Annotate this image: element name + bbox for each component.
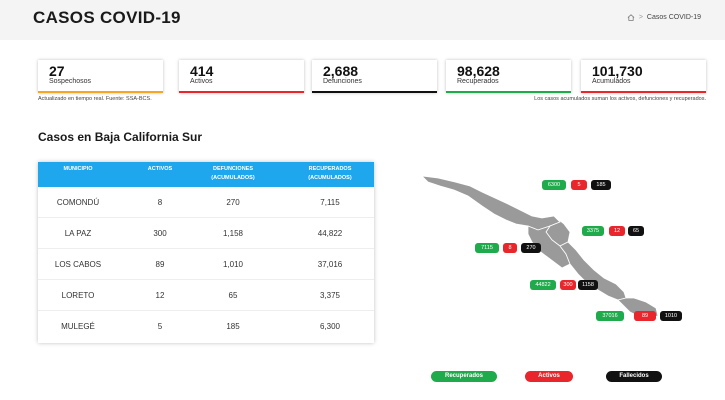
accumulated-note: Los casos acumulados suman los activos, … xyxy=(534,96,706,102)
badge-deaths-mulege: 185 xyxy=(591,180,611,190)
cell-recuperados: 6,300 xyxy=(319,322,341,331)
badge-active-lapaz: 300 xyxy=(560,280,576,290)
bcs-map: 6300 5 185 3375 12 65 7115 8 270 44822 3… xyxy=(420,170,690,330)
cell-activos: 8 xyxy=(157,198,163,207)
cell-recuperados: 7,115 xyxy=(320,198,340,207)
cell-activos: 5 xyxy=(157,322,163,331)
stat-accent-bar xyxy=(446,91,571,93)
cell-activos: 300 xyxy=(153,229,167,238)
cell-defunciones: 1,158 xyxy=(222,229,244,238)
cell-defunciones: 1,010 xyxy=(222,260,244,269)
stat-accent-bar xyxy=(581,91,706,93)
stat-value: 2,688 xyxy=(323,63,359,79)
badge-recovered-loscabos: 37016 xyxy=(596,311,624,321)
cell-recuperados: 3,375 xyxy=(319,291,341,300)
stat-accent-bar xyxy=(179,91,304,93)
home-icon[interactable] xyxy=(627,14,635,21)
cell-municipio: COMONDÚ xyxy=(56,198,100,207)
badge-deaths-loscabos: 1010 xyxy=(660,311,682,321)
breadcrumb-current: Casos COVID-19 xyxy=(646,14,701,21)
cell-activos: 12 xyxy=(155,291,165,300)
badge-recovered-mulege: 6300 xyxy=(542,180,566,190)
map-region-mulege[interactable] xyxy=(420,175,561,231)
legend-recovered[interactable]: Recuperados xyxy=(431,371,497,382)
cell-activos: 89 xyxy=(155,260,165,269)
stat-card-suspected: 27 Sospechosos xyxy=(38,60,163,93)
cell-municipio: LORETO xyxy=(61,291,95,300)
badge-deaths-lapaz: 1158 xyxy=(578,280,598,290)
stat-label: Defunciones xyxy=(323,78,362,85)
column-header-defunciones-sub: (ACUMULADOS) xyxy=(211,175,255,181)
table-row: LOS CABOS 89 1,010 37,016 xyxy=(38,249,374,280)
badge-active-mulege: 5 xyxy=(571,180,587,190)
update-note: Actualizado en tiempo real. Fuente: SSA-… xyxy=(38,96,152,102)
badge-deaths-loreto: 65 xyxy=(628,226,644,236)
stat-accent-bar xyxy=(38,91,163,93)
badge-recovered-loreto: 3375 xyxy=(582,226,604,236)
stat-card-active: 414 Activos xyxy=(179,60,304,93)
badge-recovered-comondu: 7115 xyxy=(475,243,499,253)
column-header-recuperados-sub: (ACUMULADOS) xyxy=(308,175,352,181)
column-header-municipio: MUNICIPIO xyxy=(63,166,93,172)
badge-recovered-lapaz: 44822 xyxy=(530,280,556,290)
badge-active-loscabos: 89 xyxy=(634,311,656,321)
table-row: LORETO 12 65 3,375 xyxy=(38,280,374,311)
table-row: COMONDÚ 8 270 7,115 xyxy=(38,187,374,218)
cell-defunciones: 65 xyxy=(228,291,238,300)
map-region-lapaz[interactable] xyxy=(559,241,627,301)
stat-label: Acumulados xyxy=(592,78,631,85)
cell-defunciones: 270 xyxy=(226,198,240,207)
stat-label: Activos xyxy=(190,78,213,85)
cell-defunciones: 185 xyxy=(226,322,240,331)
stat-value: 27 xyxy=(49,63,65,79)
cell-municipio: LA PAZ xyxy=(64,229,92,238)
stats-row: 27 Sospechosos 414 Activos 2,688 Defunci… xyxy=(38,60,706,93)
badge-deaths-comondu: 270 xyxy=(521,243,541,253)
legend-active[interactable]: Activos xyxy=(525,371,573,382)
stat-card-deaths: 2,688 Defunciones xyxy=(312,60,437,93)
legend-deaths[interactable]: Fallecidos xyxy=(606,371,662,382)
badge-active-comondu: 8 xyxy=(503,243,517,253)
stat-label: Recuperados xyxy=(457,78,499,85)
bcs-map-shape xyxy=(420,175,659,319)
stat-accent-bar xyxy=(312,91,437,93)
page-header: CASOS COVID-19 > Casos COVID-19 xyxy=(0,0,725,40)
breadcrumb: > Casos COVID-19 xyxy=(627,14,701,21)
stat-value: 98,628 xyxy=(457,63,500,79)
table-row: MULEGÉ 5 185 6,300 xyxy=(38,311,374,342)
cell-municipio: MULEGÉ xyxy=(61,322,95,331)
stat-card-recovered: 98,628 Recuperados xyxy=(446,60,571,93)
stat-label: Sospechosos xyxy=(49,78,92,85)
stat-value: 414 xyxy=(190,63,214,79)
column-header-activos: ACTIVOS xyxy=(147,166,173,172)
column-header-recuperados: RECUPERADOS xyxy=(308,166,352,172)
page-title: CASOS COVID-19 xyxy=(33,8,181,27)
table-header: MUNICIPIO ACTIVOS DEFUNCIONES (ACUMULADO… xyxy=(38,162,374,187)
column-header-defunciones: DEFUNCIONES xyxy=(212,166,254,172)
section-title: Casos en Baja California Sur xyxy=(38,130,203,144)
cell-recuperados: 44,822 xyxy=(317,229,343,238)
cases-table: MUNICIPIO ACTIVOS DEFUNCIONES (ACUMULADO… xyxy=(38,162,374,343)
cell-recuperados: 37,016 xyxy=(317,260,343,269)
breadcrumb-separator: > xyxy=(638,14,643,21)
table-row: LA PAZ 300 1,158 44,822 xyxy=(38,218,374,249)
stat-value: 101,730 xyxy=(592,63,643,79)
cell-municipio: LOS CABOS xyxy=(54,260,102,269)
badge-active-loreto: 12 xyxy=(609,226,625,236)
stat-card-accumulated: 101,730 Acumulados xyxy=(581,60,706,93)
